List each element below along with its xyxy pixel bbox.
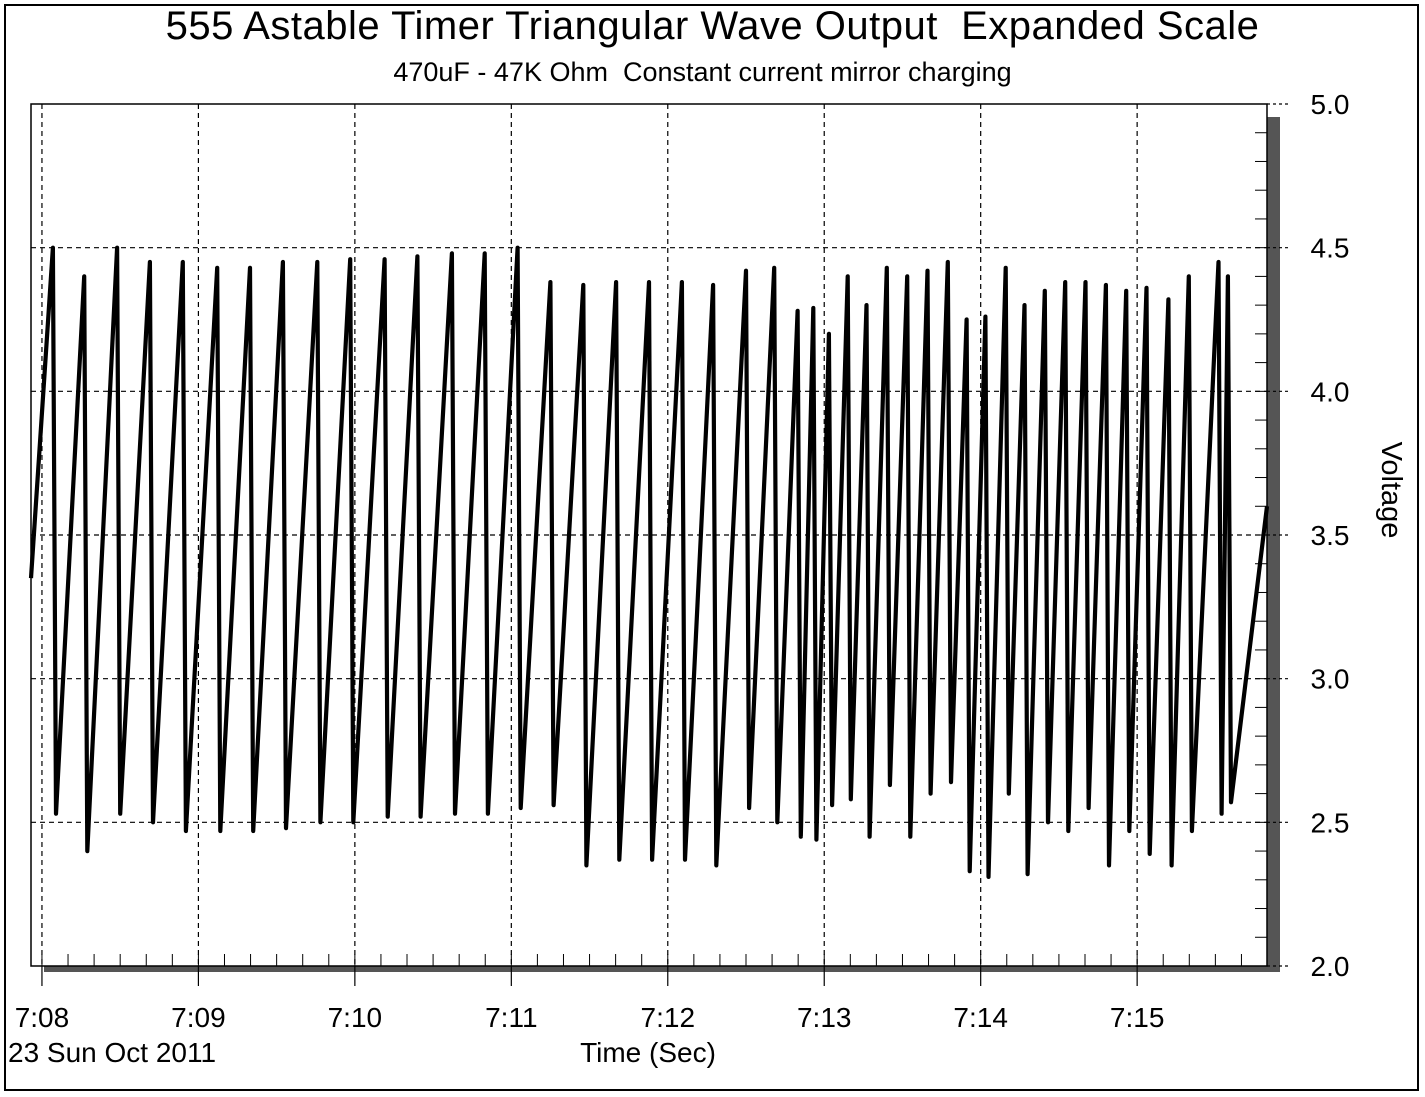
- y-tick-label: 4.0: [1311, 376, 1350, 407]
- x-axis-label: Time (Sec): [580, 1037, 716, 1068]
- y-tick-label: 5.0: [1311, 89, 1350, 120]
- x-tick-label: 7:14: [953, 1002, 1008, 1033]
- plot-shadow-right: [1267, 117, 1280, 972]
- chart-title: 555 Astable Timer Triangular Wave Output…: [165, 4, 1260, 48]
- tick-labels: 7:08 7:09 7:10 7:11 7:12 7:13 7:14 7:15 2.0 2.5 3.…: [15, 89, 1350, 1033]
- y-tick-label: 2.0: [1311, 951, 1350, 982]
- y-tick-label: 4.5: [1311, 233, 1350, 264]
- x-tick-label: 7:12: [641, 1002, 696, 1033]
- series-line: [28, 245, 1270, 879]
- y-tick-label: 2.5: [1311, 807, 1350, 838]
- chart-frame: [4, 4, 1419, 1091]
- axis-ticks: [41, 103, 1289, 986]
- y-tick-label: 3.0: [1311, 664, 1350, 695]
- x-tick-label: 7:15: [1110, 1002, 1165, 1033]
- x-tick-label: 7:08: [15, 1002, 70, 1033]
- plot-shadow-bottom: [44, 965, 1280, 972]
- chart-subtitle: 470uF - 47K Ohm Constant current mirror …: [393, 57, 1012, 87]
- x-tick-label: 7:13: [797, 1002, 852, 1033]
- date-label: 23 Sun Oct 2011: [8, 1037, 216, 1068]
- x-tick-label: 7:09: [171, 1002, 226, 1033]
- x-tick-label: 7:10: [328, 1002, 383, 1033]
- series-group: [28, 245, 1270, 879]
- x-tick-label: 7:11: [485, 1002, 537, 1033]
- y-axis-label: Voltage: [1375, 442, 1407, 539]
- y-tick-label: 3.5: [1311, 520, 1350, 551]
